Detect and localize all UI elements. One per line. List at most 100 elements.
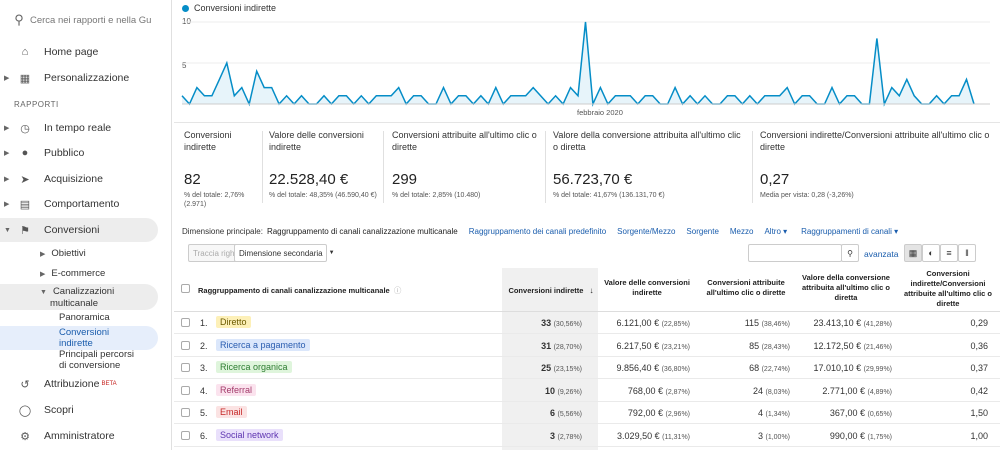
row-checkbox[interactable]: [181, 408, 190, 418]
advanced-link[interactable]: avanzata: [864, 249, 899, 259]
table-row[interactable]: 6. Social network 3 (2,78%) 3.029,50 € (11,…: [174, 425, 1000, 447]
cell-ultimo-clic: 4 (1,34%): [757, 408, 790, 419]
channel-link[interactable]: Ricerca a pagamento: [216, 338, 310, 351]
sidebar-item-scopri[interactable]: ◯ Scopri: [0, 398, 172, 422]
sidebar-sub-ecommerce[interactable]: ▶ E-commerce: [40, 268, 105, 279]
channel-link[interactable]: Diretto: [216, 316, 251, 328]
search-box[interactable]: ⚲ Cerca nei rapporti e nella Gu: [8, 8, 164, 32]
row-checkbox[interactable]: [181, 318, 190, 327]
sidebar-leaf-panoramica[interactable]: Panoramica: [59, 312, 110, 323]
cell-valore-ultimo-clic: 17.010,10 € (29,99%): [813, 363, 892, 374]
sidebar-item-pubblico[interactable]: ▶ ● Pubblico: [0, 141, 172, 165]
chart-plot[interactable]: [174, 0, 1000, 122]
performance-view-icon[interactable]: ≡: [940, 244, 958, 262]
channel-link[interactable]: Email: [216, 406, 247, 419]
search-icon[interactable]: ⚲: [841, 244, 859, 262]
pie-view-icon[interactable]: ◐: [922, 244, 940, 262]
dimension-link-sorgente[interactable]: Sorgente: [686, 226, 719, 236]
legend-label: Conversioni indirette: [194, 3, 277, 13]
header-label: Conversioni indirette: [508, 286, 584, 295]
row-index: 4.: [200, 385, 208, 396]
caret-right-icon: ▶: [40, 271, 46, 278]
metric-value: 82: [184, 171, 201, 188]
divider: [545, 131, 546, 203]
row-index: 3.: [200, 363, 208, 374]
cell-valore: 6.121,00 € (22,85%): [616, 318, 690, 328]
legend-dot: [182, 4, 189, 12]
header-valore-conversioni[interactable]: Valore delle conversioni indirette: [604, 278, 690, 297]
sidebar-leaf-principali-percorsi[interactable]: Principali percorsi di conversione: [59, 349, 134, 371]
search-input[interactable]: Cerca nei rapporti e nella Gu: [30, 14, 152, 26]
acquisition-icon: ➤: [20, 173, 30, 186]
table-row[interactable]: 4. Referral 10 (9,26%) 768,00 € (2,87%) 24 (…: [174, 380, 1000, 402]
dimension-link-raggruppamenti[interactable]: Raggruppamenti di canali ▾: [801, 226, 899, 236]
cell-conversioni: 6 (5,56%): [549, 408, 582, 419]
sidebar-sub-obiettivi[interactable]: ▶ Obiettivi: [40, 248, 86, 259]
metric-value: 299: [392, 171, 418, 188]
comparison-view-icon[interactable]: ‖: [958, 244, 976, 262]
row-checkbox[interactable]: [181, 340, 190, 350]
header-conversioni-ultimo-clic[interactable]: Conversioni attribuite all'ultimo clic o …: [706, 278, 786, 297]
dimension-link-predefinito[interactable]: Raggruppamento dei canali predefinito: [468, 226, 607, 236]
clock-icon: ◷: [20, 122, 30, 135]
secondary-dimension-select[interactable]: Dimensione secondaria ▼: [234, 244, 335, 262]
channel-link[interactable]: Ricerca organica: [216, 361, 292, 374]
sidebar-item-amministratore[interactable]: ⚙ Amministratore: [0, 424, 172, 448]
sidebar-item-label: Scopri: [44, 404, 74, 416]
dimension-link-altro[interactable]: Altro ▾: [764, 226, 788, 236]
beta-badge: BETA: [101, 381, 117, 387]
caret-right-icon: ▶: [4, 125, 10, 132]
sidebar-sub-canalizzazioni[interactable]: ▼ Canalizzazioni multicanale: [40, 286, 114, 309]
caret-right-icon: ▶: [4, 150, 10, 157]
row-checkbox[interactable]: [181, 385, 190, 395]
divider: [262, 131, 263, 203]
table-view-icon[interactable]: ▦: [904, 244, 922, 262]
table-header: Raggruppamento di canali canalizzazione …: [174, 268, 1000, 312]
metric-valore-ultimo-clic[interactable]: Valore della conversione attribuita all'…: [553, 129, 748, 199]
sidebar-item-home[interactable]: ⌂ Home page: [0, 40, 172, 64]
metric-title: Conversioni indirette: [184, 130, 232, 152]
sidebar-leaf-conversioni-indirette[interactable]: Conversioni indirette: [59, 327, 109, 349]
table-row[interactable]: 3. Ricerca organica 25 (23,15%) 9.856,40 € …: [174, 357, 1000, 380]
header-rapporto[interactable]: Conversioni indirette/Conversioni attribui…: [903, 269, 993, 308]
row-checkbox[interactable]: [181, 363, 190, 373]
metric-value: 22.528,40 €: [269, 171, 349, 188]
cell-rapporto: 1,50: [970, 408, 988, 419]
sidebar-item-tempo-reale[interactable]: ▶ ◷ In tempo reale: [0, 116, 172, 140]
sidebar-item-label: Canalizzazioni: [52, 286, 115, 297]
header-valore-ultimo-clic[interactable]: Valore della conversione attribuita all'u…: [801, 273, 891, 302]
channel-link[interactable]: Social network: [216, 429, 283, 441]
lightbulb-icon: ◯: [18, 404, 32, 417]
row-checkbox[interactable]: [181, 431, 190, 440]
header-conversioni-indirette[interactable]: Conversioni indirette ↓: [506, 286, 596, 296]
dimension-link-mezzo[interactable]: Mezzo: [729, 226, 754, 236]
sidebar-item-label-line2: multicanale: [50, 298, 99, 309]
table-row[interactable]: 1. Diretto 33 (30,56%) 6.121,00 € (22,85%) 1…: [174, 312, 1000, 334]
sidebar-item-comportamento[interactable]: ▶ ▤ Comportamento: [0, 192, 172, 216]
table-row[interactable]: 5. Email 6 (5,56%) 792,00 € (2,96%) 4 (1,34%…: [174, 402, 1000, 425]
section-label: RAPPORTI: [14, 100, 59, 109]
select-all-checkbox[interactable]: [181, 284, 190, 293]
channel-link[interactable]: Referral: [216, 383, 257, 396]
sidebar-item-label: In tempo reale: [44, 122, 112, 134]
sidebar-item-personalizzazione[interactable]: ▶ ▦ Personalizzazione: [0, 66, 172, 90]
dimension-link-sorgente-mezzo[interactable]: Sorgente/Mezzo: [617, 226, 676, 236]
caret-right-icon: ▶: [4, 75, 10, 82]
table-search-input[interactable]: [748, 244, 842, 262]
metric-rapporto[interactable]: Conversioni indirette/Conversioni attrib…: [760, 129, 996, 199]
cell-conversioni: 25 (23,15%): [541, 363, 582, 374]
header-dimension[interactable]: Raggruppamento di canali canalizzazione …: [198, 286, 401, 296]
metric-valore-conversioni-indirette[interactable]: Valore delle conversioni indirette 22.52…: [269, 129, 384, 199]
divider: [752, 131, 753, 203]
caret-right-icon: ▶: [4, 201, 10, 208]
sidebar-item-attribuzione[interactable]: ↺ Attribuzione BETA: [0, 372, 172, 396]
cell-valore-ultimo-clic: 12.172,50 € (21,46%): [813, 340, 892, 351]
table-row[interactable]: 2. Ricerca a pagamento 31 (28,70%) 6.217,50…: [174, 335, 1000, 357]
metric-conversioni-indirette[interactable]: Conversioni indirette 82 % del totale: 2…: [184, 129, 264, 208]
sidebar-item-conversioni[interactable]: ▼ ⚑ Conversioni: [0, 218, 158, 242]
caret-right-icon: ▶: [40, 251, 46, 258]
metric-conversioni-ultimo-clic[interactable]: Conversioni attribuite all'ultimo clic o…: [392, 129, 542, 199]
plot-rows-button[interactable]: Traccia righe: [188, 244, 244, 262]
sidebar-item-label: Pubblico: [44, 147, 85, 159]
sidebar-item-acquisizione[interactable]: ▶ ➤ Acquisizione: [0, 167, 172, 191]
